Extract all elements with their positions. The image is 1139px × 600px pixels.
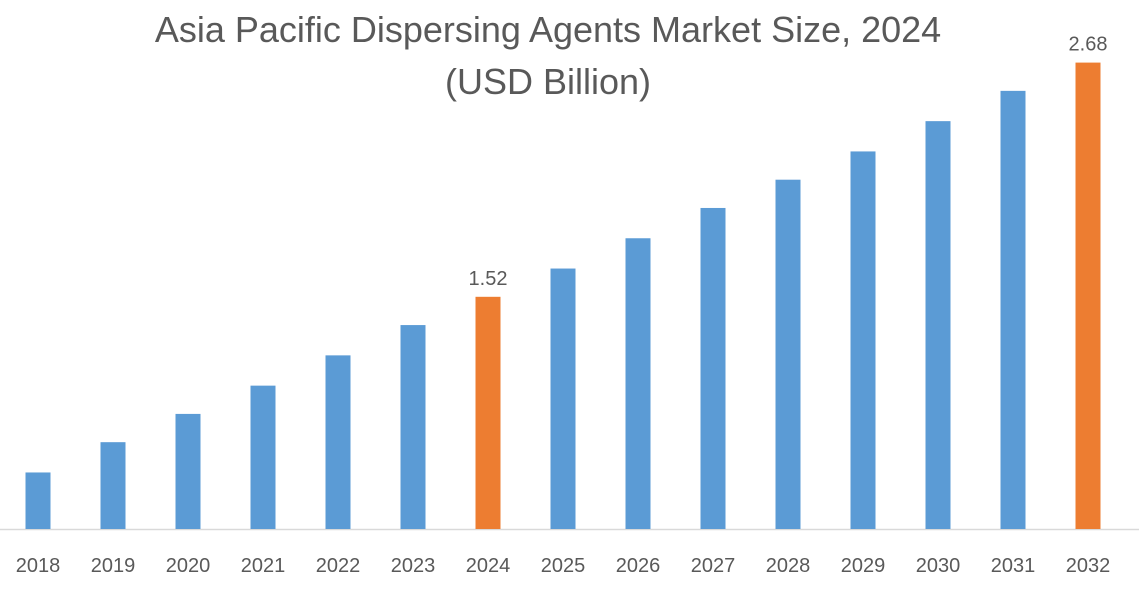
bar-2031 (1000, 90, 1026, 530)
bar-2020 (175, 413, 201, 529)
bar-2029 (850, 151, 876, 529)
data-label-2024: 1.52 (469, 268, 508, 290)
x-tick-label: 2026 (616, 555, 661, 577)
bar-2028 (775, 179, 801, 529)
data-label-2032: 2.68 (1069, 34, 1108, 56)
x-tick-label: 2027 (691, 555, 736, 577)
bar-2018 (25, 472, 51, 529)
chart-title: Asia Pacific Dispersing Agents Market Si… (154, 9, 942, 50)
x-tick-label: 2032 (1066, 555, 1111, 577)
bar-2024 (475, 296, 501, 529)
bar-2027 (700, 207, 726, 530)
x-tick-label: 2019 (91, 555, 136, 577)
bar-2025 (550, 268, 576, 529)
chart-subtitle: (USD Billion) (444, 61, 652, 102)
bar-2023 (400, 325, 426, 529)
x-tick-label: 2022 (316, 555, 361, 577)
x-tick-label: 2030 (916, 555, 961, 577)
bar-2021 (250, 385, 276, 529)
x-tick-label: 2031 (991, 555, 1036, 577)
x-tick-label: 2028 (766, 555, 811, 577)
bar-2032 (1075, 62, 1101, 529)
x-tick-label: 2025 (541, 555, 586, 577)
x-tick-label: 2024 (466, 555, 511, 577)
x-tick-label: 2020 (166, 555, 211, 577)
x-tick-label: 2029 (841, 555, 886, 577)
bar-2030 (925, 121, 951, 530)
bar-2019 (100, 442, 126, 529)
bar-2026 (625, 238, 651, 530)
x-tick-label: 2023 (391, 555, 436, 577)
x-tick-label: 2021 (241, 555, 286, 577)
bar-2022 (325, 355, 351, 529)
x-tick-label: 2018 (16, 555, 61, 577)
